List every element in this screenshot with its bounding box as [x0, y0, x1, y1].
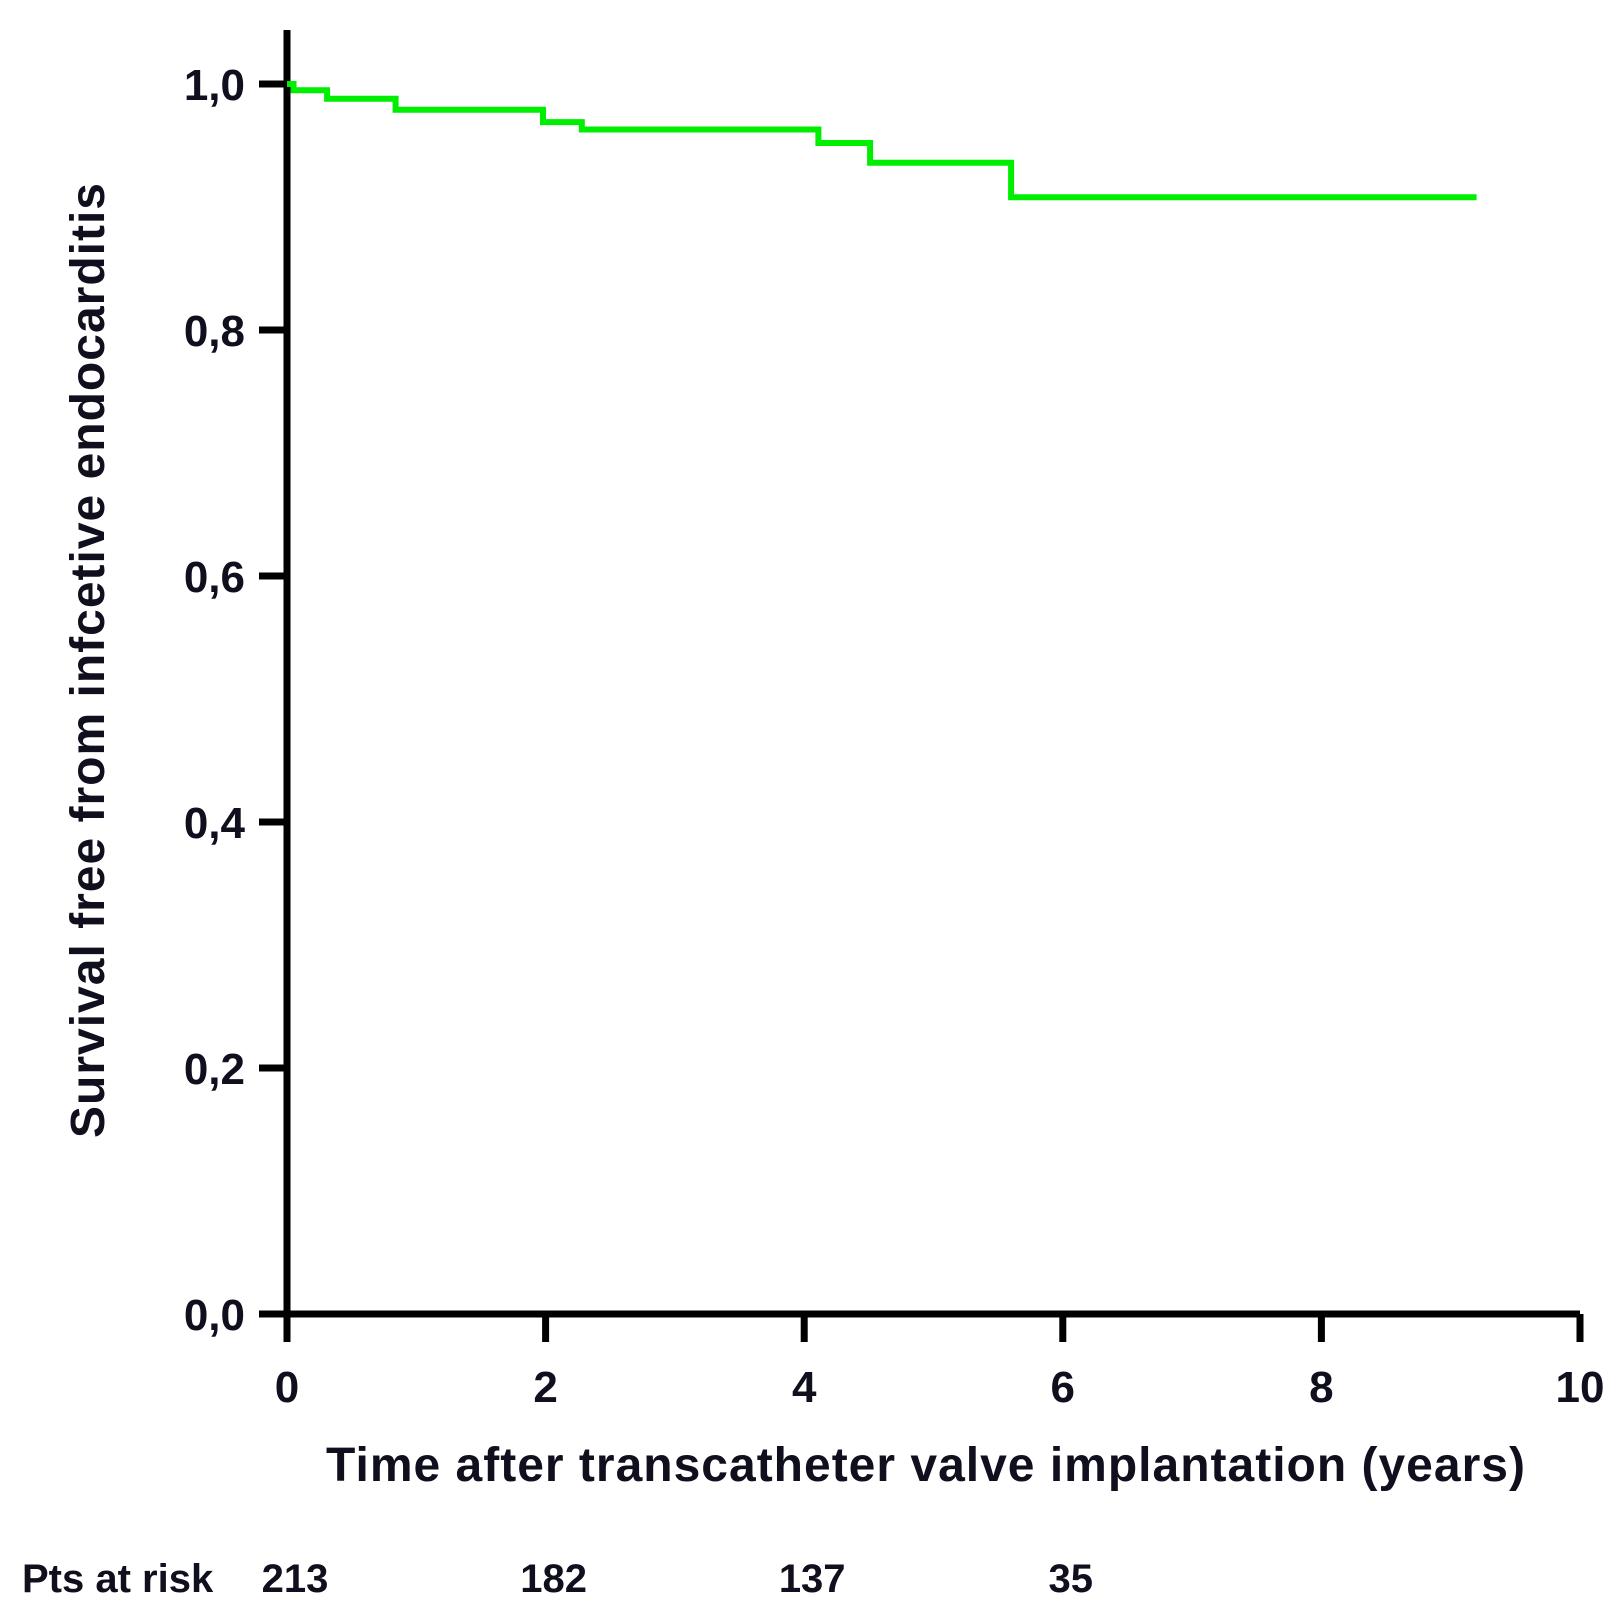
x-tick-label: 6 — [1051, 1363, 1075, 1412]
y-tick-label: 0,2 — [184, 1045, 245, 1094]
y-tick-label: 0,6 — [184, 553, 245, 602]
survival-step-curve — [287, 81, 1477, 201]
ticks-layer: 1,0 0,8 0,6 0,4 0,2 0,0 0 2 4 6 8 10 — [184, 61, 1605, 1412]
risk-count: 35 — [1049, 1557, 1094, 1601]
risk-counts-row: 213 182 137 35 — [262, 1557, 1093, 1601]
pts-at-risk-label: Pts at risk — [22, 1557, 214, 1601]
risk-count: 182 — [520, 1557, 587, 1601]
x-tick-label: 10 — [1556, 1363, 1605, 1412]
axes-layer — [283, 30, 1580, 1318]
x-tick-label: 4 — [792, 1363, 817, 1412]
curve-layer — [287, 81, 1477, 201]
x-tick-label: 2 — [533, 1363, 557, 1412]
y-tick-label: 0,0 — [184, 1291, 245, 1340]
x-axis-title: Time after transcatheter valve implantat… — [326, 1439, 1526, 1492]
y-tick-label: 1,0 — [184, 61, 245, 110]
y-axis-title: Survival free from infcetive endocarditi… — [62, 182, 115, 1138]
y-tick-label: 0,4 — [184, 799, 246, 848]
x-tick-label: 8 — [1309, 1363, 1333, 1412]
risk-count: 137 — [779, 1557, 846, 1601]
y-tick-label: 0,8 — [184, 307, 245, 356]
risk-count: 213 — [262, 1557, 329, 1601]
x-tick-label: 0 — [275, 1363, 299, 1412]
